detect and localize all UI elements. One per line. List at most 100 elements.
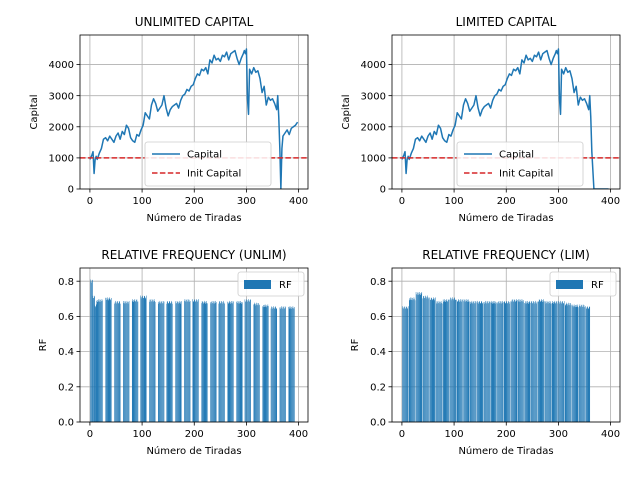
- bar: [250, 299, 251, 422]
- bar: [579, 304, 581, 422]
- legend: RF: [549, 271, 617, 297]
- bar: [502, 300, 503, 422]
- bar: [414, 298, 415, 422]
- bar: [410, 299, 412, 422]
- bar: [454, 297, 455, 422]
- bar: [515, 299, 517, 422]
- bar: [512, 301, 514, 422]
- bar: [561, 303, 562, 422]
- bar: [555, 303, 557, 422]
- bar: [142, 295, 143, 422]
- bar: [187, 301, 189, 422]
- bar: [485, 300, 486, 422]
- bar: [267, 304, 269, 422]
- bar: [133, 300, 134, 422]
- bar: [202, 303, 204, 422]
- bar: [107, 298, 109, 422]
- bar: [90, 281, 92, 422]
- bar: [134, 300, 135, 422]
- bar: [539, 301, 541, 422]
- bar: [110, 300, 112, 422]
- bar: [589, 306, 590, 422]
- bar: [213, 301, 215, 422]
- bar: [108, 300, 109, 422]
- bar: [184, 300, 185, 422]
- bar: [475, 301, 476, 422]
- bar: [472, 303, 474, 422]
- bar: [500, 301, 502, 422]
- bar: [508, 302, 510, 422]
- bar: [572, 305, 573, 422]
- bar: [505, 303, 507, 422]
- bar: [186, 299, 188, 422]
- y-tick-label: 0.6: [58, 312, 74, 323]
- bar: [511, 299, 513, 422]
- x-tick-label: 300: [549, 196, 568, 207]
- bar: [291, 307, 292, 422]
- bar: [93, 295, 95, 422]
- bar: [220, 303, 221, 422]
- bar: [118, 301, 120, 422]
- bar: [443, 301, 445, 422]
- bar: [411, 297, 413, 422]
- y-tick-label: 0: [380, 185, 386, 196]
- bar: [214, 303, 215, 422]
- bar: [511, 301, 512, 422]
- bar: [195, 301, 196, 422]
- bar: [97, 300, 99, 422]
- bar: [219, 301, 220, 422]
- bar: [501, 302, 503, 422]
- bar: [575, 304, 577, 422]
- bar: [152, 300, 153, 422]
- bar: [145, 298, 146, 422]
- bar: [274, 308, 275, 422]
- bar: [495, 301, 496, 422]
- bar: [98, 299, 99, 422]
- bar: [537, 301, 539, 422]
- bar: [478, 301, 480, 422]
- y-tick-label: 3000: [49, 91, 74, 102]
- bar: [418, 294, 420, 422]
- bar: [485, 302, 487, 422]
- bar: [573, 305, 574, 422]
- bar: [271, 306, 272, 422]
- bar: [187, 301, 188, 422]
- bar: [293, 307, 294, 422]
- x-tick-label: 100: [445, 429, 464, 440]
- bar: [402, 306, 403, 422]
- bar: [206, 301, 207, 422]
- bar: [273, 306, 274, 422]
- bar: [529, 300, 531, 422]
- bar: [578, 307, 580, 422]
- bar: [170, 303, 171, 422]
- bar: [257, 305, 258, 422]
- bar: [244, 299, 246, 422]
- bar: [283, 306, 284, 422]
- bar: [262, 306, 263, 422]
- bar: [275, 308, 277, 422]
- bar: [201, 301, 203, 422]
- bar: [478, 303, 479, 422]
- bar: [541, 300, 543, 422]
- bar: [445, 300, 446, 422]
- bar: [479, 303, 481, 422]
- bar: [101, 299, 103, 422]
- y-axis-label: Capital: [341, 94, 352, 129]
- bar: [421, 292, 423, 422]
- bar: [212, 303, 213, 422]
- series-line-capital: [401, 48, 609, 189]
- bar: [531, 301, 533, 422]
- bar: [167, 301, 168, 422]
- bar: [438, 300, 440, 422]
- bar: [100, 301, 102, 422]
- bar: [241, 303, 243, 422]
- bar: [491, 303, 493, 422]
- bar: [256, 304, 258, 422]
- bar: [477, 302, 479, 422]
- bar: [163, 301, 165, 422]
- bar: [236, 300, 238, 422]
- bar: [247, 300, 249, 422]
- bar: [436, 301, 438, 422]
- bar: [515, 300, 516, 422]
- bar: [107, 297, 108, 422]
